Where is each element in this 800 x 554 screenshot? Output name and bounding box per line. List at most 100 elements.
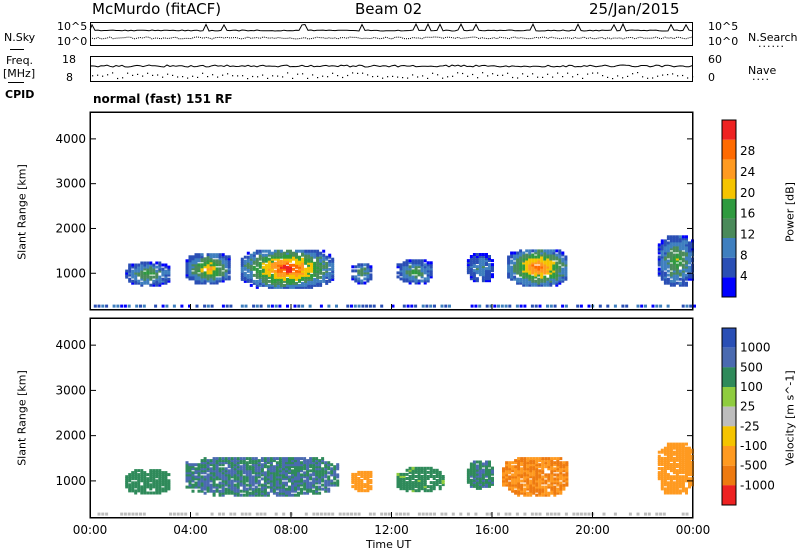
echo-cell-power-1 — [209, 275, 213, 279]
echo-cell-power-6 — [549, 275, 553, 279]
echo-cell-velocity-6 — [681, 450, 685, 454]
echo-cell-power-2 — [325, 269, 329, 273]
echo-cell-velocity-1 — [248, 469, 252, 473]
echo-cell-velocity-2 — [360, 481, 364, 485]
echo-cell-velocity-2 — [354, 477, 358, 480]
echo-cell-velocity-5 — [556, 481, 560, 485]
echo-cell-power-6 — [540, 269, 544, 273]
echo-cell-velocity-3 — [429, 481, 433, 485]
echo-cell-velocity-4 — [491, 480, 494, 484]
echo-cell-velocity-5 — [508, 483, 512, 487]
echo-cell-power-1 — [200, 273, 204, 277]
echo-cell-power-3 — [360, 271, 364, 275]
echo-cell-velocity-5 — [553, 457, 557, 461]
echo-cell-velocity-3 — [411, 489, 415, 493]
echo-cell-power-7 — [688, 269, 691, 273]
echo-cell-power-2 — [258, 265, 262, 269]
echo-cell-velocity-1 — [212, 483, 216, 487]
echo-cell-velocity-6 — [672, 489, 676, 493]
echo-cell-power-4 — [411, 279, 415, 283]
echo-cell-power-1 — [212, 253, 216, 257]
echo-cell-velocity-1 — [260, 459, 264, 463]
echo-cell-velocity-6 — [666, 452, 670, 456]
echo-cell-power-6 — [513, 265, 517, 269]
ground-cell-power — [120, 304, 124, 308]
echo-cell-velocity-6 — [685, 489, 688, 493]
echo-cell-power-2 — [325, 281, 329, 285]
echo-cell-velocity-3 — [441, 477, 445, 480]
echo-cell-velocity-1 — [224, 461, 228, 465]
echo-cell-power-6 — [531, 279, 535, 283]
echo-cell-velocity-1 — [245, 461, 249, 465]
echo-cell-power-6 — [552, 267, 556, 271]
ground-cell-velocity — [304, 512, 308, 516]
echo-cell-power-1 — [224, 275, 228, 279]
echo-cell-velocity-3 — [438, 485, 442, 489]
echo-cell-power-7 — [660, 245, 664, 249]
nave-point — [602, 75, 604, 77]
ground-cell-power — [685, 304, 689, 308]
echo-cell-power-7 — [685, 257, 688, 261]
echo-cell-power-1 — [209, 271, 213, 275]
echo-cell-velocity-1 — [315, 469, 319, 473]
echo-cell-velocity-6 — [688, 458, 691, 462]
echo-cell-power-2 — [328, 263, 332, 267]
echo-cell-velocity-1 — [278, 489, 282, 493]
echo-cell-velocity-6 — [669, 452, 673, 456]
echo-cell-velocity-5 — [550, 471, 554, 475]
echo-cell-velocity-0 — [128, 487, 132, 491]
echo-cell-velocity-1 — [212, 461, 216, 465]
echo-cell-velocity-5 — [526, 491, 530, 495]
echo-cell-velocity-5 — [544, 463, 548, 467]
echo-cell-velocity-1 — [294, 463, 297, 467]
echo-cell-velocity-5 — [559, 463, 563, 467]
echo-cell-power-5 — [488, 263, 491, 267]
echo-cell-power-6 — [528, 275, 532, 279]
echo-cell-velocity-1 — [236, 465, 240, 469]
ground-cell-power — [448, 304, 451, 308]
freq-trace — [89, 64, 693, 68]
echo-cell-power-6 — [555, 265, 559, 269]
echo-cell-power-2 — [270, 275, 274, 279]
echo-cell-power-6 — [507, 261, 511, 265]
echo-cell-power-6 — [540, 267, 544, 271]
echo-cell-power-6 — [519, 273, 523, 277]
echo-cell-velocity-6 — [657, 471, 661, 475]
echo-cell-power-2 — [273, 281, 277, 285]
nsky-line — [10, 49, 24, 50]
echo-cell-power-5 — [472, 277, 476, 281]
echo-cell-velocity-6 — [681, 454, 685, 458]
echo-cell-power-2 — [298, 259, 301, 263]
echo-cell-velocity-4 — [469, 484, 473, 488]
echo-cell-power-0 — [146, 275, 150, 279]
echo-cell-power-3 — [369, 269, 373, 273]
echo-cell-velocity-1 — [275, 473, 279, 477]
echo-cell-power-1 — [197, 253, 201, 257]
echo-cell-velocity-1 — [233, 487, 237, 491]
nave-point — [687, 77, 689, 79]
echo-cell-power-1 — [209, 273, 213, 277]
echo-cell-power-2 — [276, 265, 280, 269]
echo-cell-velocity-1 — [236, 487, 240, 491]
echo-cell-power-6 — [525, 283, 529, 287]
echo-cell-velocity-1 — [291, 459, 294, 463]
echo-cell-velocity-3 — [402, 485, 406, 489]
echo-cell-velocity-1 — [297, 479, 300, 483]
echo-cell-velocity-3 — [396, 481, 400, 485]
echo-cell-velocity-1 — [236, 489, 240, 493]
echo-cell-velocity-5 — [505, 471, 509, 475]
echo-cell-power-6 — [540, 263, 544, 267]
echo-cell-velocity-1 — [294, 485, 297, 489]
echo-cell-velocity-1 — [269, 481, 273, 485]
echo-cell-power-2 — [261, 281, 265, 285]
echo-cell-power-1 — [212, 255, 216, 259]
echo-cell-power-2 — [301, 271, 304, 275]
echo-cell-power-5 — [472, 253, 476, 256]
echo-cell-power-7 — [660, 257, 664, 261]
echo-cell-power-6 — [510, 271, 514, 275]
ground-cell-power — [361, 304, 365, 308]
echo-cell-velocity-0 — [152, 471, 156, 475]
echo-cell-velocity-1 — [257, 461, 261, 465]
echo-cell-velocity-5 — [526, 459, 530, 463]
echo-cell-velocity-0 — [155, 471, 159, 475]
